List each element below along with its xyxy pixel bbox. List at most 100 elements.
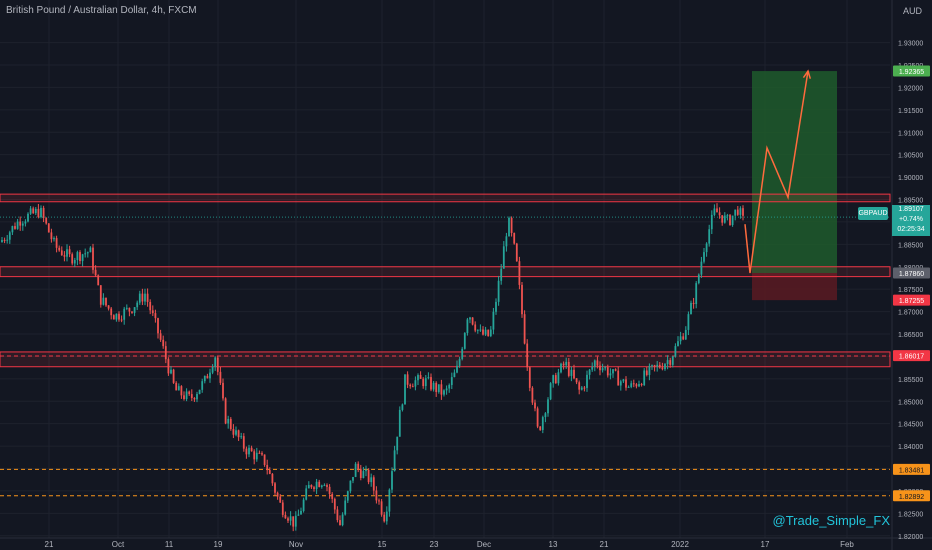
candle-body: [263, 454, 266, 465]
candle-body: [385, 511, 388, 522]
candle-body: [258, 452, 261, 454]
candle-body: [370, 477, 373, 483]
x-tick-label: 23: [430, 540, 439, 549]
candle-body: [708, 229, 711, 244]
x-tick-label: 21: [600, 540, 609, 549]
candle-body: [318, 481, 321, 487]
candle-body: [99, 285, 102, 305]
candle-body: [677, 341, 679, 347]
last-price-change: +0.74%: [899, 216, 923, 223]
candle-body: [456, 365, 458, 373]
x-tick-label: Dec: [477, 540, 491, 549]
candle-body: [495, 301, 497, 312]
candle-body: [549, 383, 552, 400]
candle-body: [21, 223, 24, 226]
candle-body: [622, 379, 625, 382]
candle-body: [63, 255, 66, 257]
candle-body: [729, 215, 731, 226]
candle-body: [112, 315, 115, 320]
candle-body: [86, 252, 89, 254]
candle-body: [710, 214, 713, 230]
x-tick-label: Feb: [840, 540, 854, 549]
candle-body: [606, 367, 609, 376]
candle-body: [206, 375, 209, 379]
candle-body: [687, 314, 690, 330]
candle-body: [453, 372, 456, 378]
candle-body: [502, 246, 505, 269]
candle-body: [583, 387, 586, 389]
candle-body: [742, 208, 744, 216]
candle-body: [146, 293, 149, 302]
candle-body: [68, 249, 71, 255]
candle-body: [565, 361, 568, 366]
candle-body: [79, 252, 81, 262]
x-tick-label: 11: [165, 540, 174, 549]
candle-body: [133, 307, 136, 313]
y-tick-label: 1.87000: [898, 310, 923, 317]
candle-body: [406, 374, 409, 385]
candle-body: [419, 375, 422, 379]
candle-body: [190, 394, 193, 398]
candle-body: [274, 483, 276, 493]
candle-body: [567, 361, 570, 376]
candle-body: [84, 253, 87, 255]
candle-body: [445, 388, 448, 391]
candle-body: [138, 293, 141, 303]
candle-body: [726, 215, 729, 217]
candle-body: [248, 447, 250, 455]
candle-body: [237, 430, 240, 438]
candle-body: [432, 382, 435, 390]
candle-body: [253, 451, 256, 460]
candle-body: [697, 274, 700, 284]
candle-body: [336, 509, 339, 521]
candle-body: [645, 370, 648, 375]
candle-body: [8, 232, 11, 240]
candle-body: [53, 238, 55, 240]
y-tick-label: 1.82500: [898, 511, 923, 518]
candle-body: [224, 398, 227, 424]
candle-body: [625, 379, 627, 388]
candle-body: [19, 221, 22, 226]
candle-body: [661, 367, 664, 370]
candle-body: [50, 232, 53, 240]
candle-body: [601, 368, 604, 371]
y-tick-label: 1.85500: [898, 377, 923, 384]
candle-body: [526, 343, 529, 368]
candle-body: [250, 447, 253, 452]
candle-body: [632, 383, 635, 385]
target-zone: [752, 71, 837, 274]
candle-body: [648, 366, 651, 375]
candle-body: [651, 365, 653, 367]
y-tick-label: 1.85000: [898, 399, 923, 406]
candle-body: [409, 384, 412, 387]
candle-body: [58, 247, 61, 251]
candle-body: [359, 469, 362, 478]
candle-body: [695, 283, 698, 305]
candle-body: [471, 317, 474, 325]
candle-body: [718, 212, 721, 216]
candle-body: [684, 329, 687, 340]
candle-body: [341, 514, 344, 526]
candle-body: [279, 496, 282, 503]
candle-body: [404, 374, 406, 405]
candle-body: [6, 239, 9, 241]
price-label-text: 1.83481: [899, 467, 924, 474]
candle-body: [435, 382, 438, 392]
candle-body: [255, 452, 258, 460]
author-watermark: @Trade_Simple_FX: [772, 513, 890, 528]
candle-body: [157, 318, 159, 334]
candle-body: [211, 366, 214, 373]
candle-body: [513, 232, 516, 244]
price-label-box: [893, 463, 930, 475]
candle-body: [500, 268, 503, 281]
candle-body: [557, 372, 560, 384]
x-tick-label: 21: [45, 540, 54, 549]
candle-body: [172, 369, 175, 383]
candle-body: [617, 370, 620, 386]
candle-body: [102, 297, 105, 305]
candle-body: [284, 514, 287, 519]
candle-body: [97, 275, 100, 286]
candle-body: [398, 409, 401, 437]
